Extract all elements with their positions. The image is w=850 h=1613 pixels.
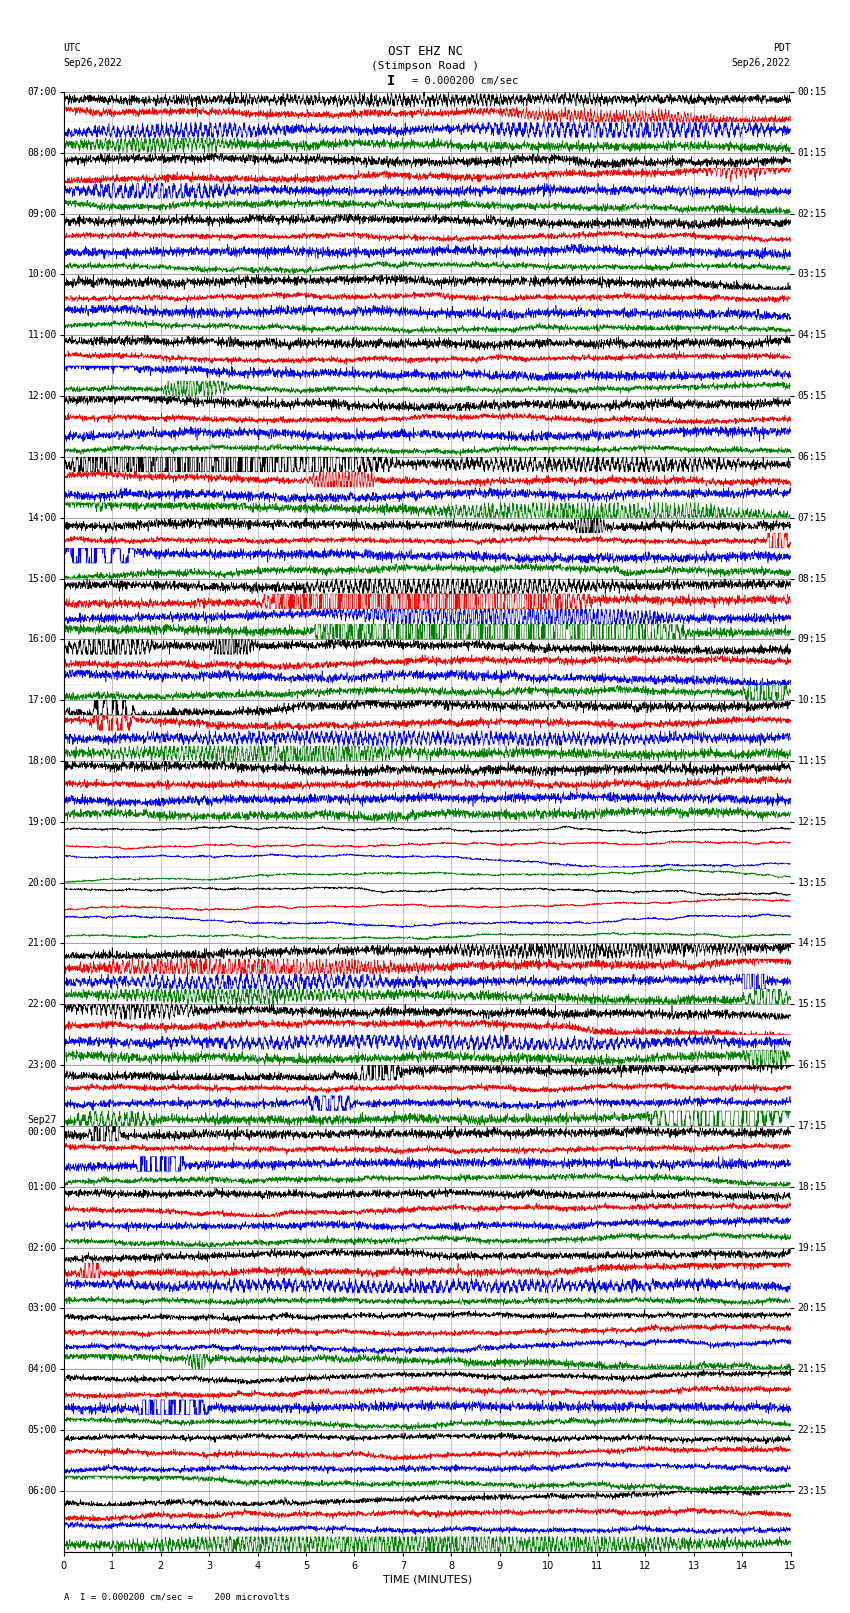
Text: A  I = 0.000200 cm/sec =    200 microvolts: A I = 0.000200 cm/sec = 200 microvolts [64, 1592, 290, 1602]
Text: Sep26,2022: Sep26,2022 [732, 58, 791, 68]
Text: PDT: PDT [773, 44, 790, 53]
Text: = 0.000200 cm/sec: = 0.000200 cm/sec [412, 76, 518, 85]
Text: (Stimpson Road ): (Stimpson Road ) [371, 61, 479, 71]
Text: OST EHZ NC: OST EHZ NC [388, 45, 462, 58]
X-axis label: TIME (MINUTES): TIME (MINUTES) [382, 1574, 472, 1586]
Text: Sep26,2022: Sep26,2022 [64, 58, 122, 68]
Text: I: I [387, 74, 395, 87]
Text: UTC: UTC [64, 44, 82, 53]
